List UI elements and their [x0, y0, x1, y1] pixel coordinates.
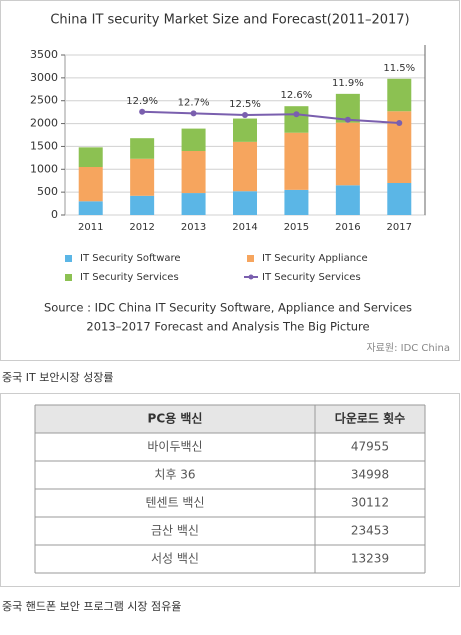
table-cell: 13239 [351, 552, 389, 566]
legend-label: IT Security Services [262, 272, 361, 283]
y-tick-label: 0 [51, 208, 58, 221]
line-point [396, 120, 403, 126]
line-point [344, 116, 351, 123]
legend-label: IT Security Services [80, 272, 179, 283]
y-tick-label: 3500 [30, 48, 58, 61]
bar-segment [233, 191, 257, 215]
value-label: 12.7% [178, 97, 210, 108]
x-tick-label: 2014 [232, 222, 257, 233]
bar-segment [78, 201, 103, 215]
bar-segment [387, 78, 412, 112]
table-header-bg [35, 405, 425, 433]
x-tick-label: 2015 [284, 222, 309, 233]
value-label: 11.5% [383, 63, 415, 74]
value-label: 12.9% [126, 96, 158, 107]
bar-segment [233, 118, 257, 142]
value-label: 12.5% [229, 99, 261, 110]
x-tick-label: 2011 [78, 222, 103, 233]
line-point [190, 110, 197, 117]
bar-segment [233, 141, 257, 192]
y-tick-label: 1500 [30, 139, 58, 152]
bar-segment [78, 147, 103, 167]
table-header: PC용 백신 [148, 411, 203, 426]
source-note: Source : IDC China IT Security Software,… [44, 301, 412, 315]
table-cell: 텐센트 백신 [145, 496, 204, 510]
bar-segment [78, 167, 103, 202]
table-caption: 중국 핸드폰 보안 프로그램 시장 점유율 [2, 600, 181, 613]
table-cell: 서성 백신 [151, 552, 199, 566]
table-cell: 23453 [351, 524, 389, 538]
bar-segment [335, 185, 360, 215]
x-tick-label: 2013 [181, 222, 206, 233]
bar-segment [130, 138, 155, 159]
x-tick-label: 2012 [129, 222, 154, 233]
legend-marker [65, 255, 72, 262]
table-cell: 치후 36 [154, 468, 195, 482]
bar-segment [387, 183, 412, 215]
chart-title: China IT security Market Size and Foreca… [50, 13, 409, 28]
table-cell: 34998 [351, 468, 389, 482]
x-tick-label: 2017 [387, 222, 412, 233]
bar-segment [284, 106, 309, 133]
table-cell: 금산 백신 [151, 524, 199, 538]
y-tick-label: 3000 [30, 71, 58, 84]
legend-label: IT Security Software [80, 253, 181, 264]
y-tick-label: 1000 [30, 162, 58, 175]
line-point [293, 111, 300, 118]
legend-marker [247, 255, 254, 262]
line-point [242, 112, 248, 118]
table-cell: 바이두백신 [147, 440, 202, 454]
bar-segment [284, 132, 309, 190]
table-cell: 30112 [351, 496, 389, 510]
value-label: 12.6% [281, 90, 313, 101]
legend-marker [248, 274, 254, 280]
table-cell: 47955 [351, 440, 389, 454]
legend-label: IT Security Appliance [262, 253, 368, 264]
y-tick-label: 2000 [30, 117, 58, 130]
y-tick-label: 2500 [30, 94, 58, 107]
bar-segment [130, 158, 155, 196]
source-note: 2013–2017 Forecast and Analysis The Big … [86, 320, 369, 334]
line-point [139, 108, 146, 115]
value-label: 11.9% [332, 78, 364, 89]
bar-segment [181, 193, 206, 215]
y-tick-label: 500 [37, 185, 58, 198]
bar-segment [130, 195, 155, 215]
line [142, 110, 400, 124]
bar-segment [181, 151, 206, 194]
x-tick-label: 2016 [335, 222, 360, 233]
bar-segment [335, 122, 360, 186]
chart-caption: 중국 IT 보안시장 성장률 [2, 371, 114, 384]
bar-segment [284, 189, 309, 215]
legend-marker [65, 274, 72, 281]
credit: 자료원: IDC China [366, 342, 450, 354]
bar-segment [181, 128, 206, 151]
table-header: 다운로드 횟수 [335, 411, 405, 426]
